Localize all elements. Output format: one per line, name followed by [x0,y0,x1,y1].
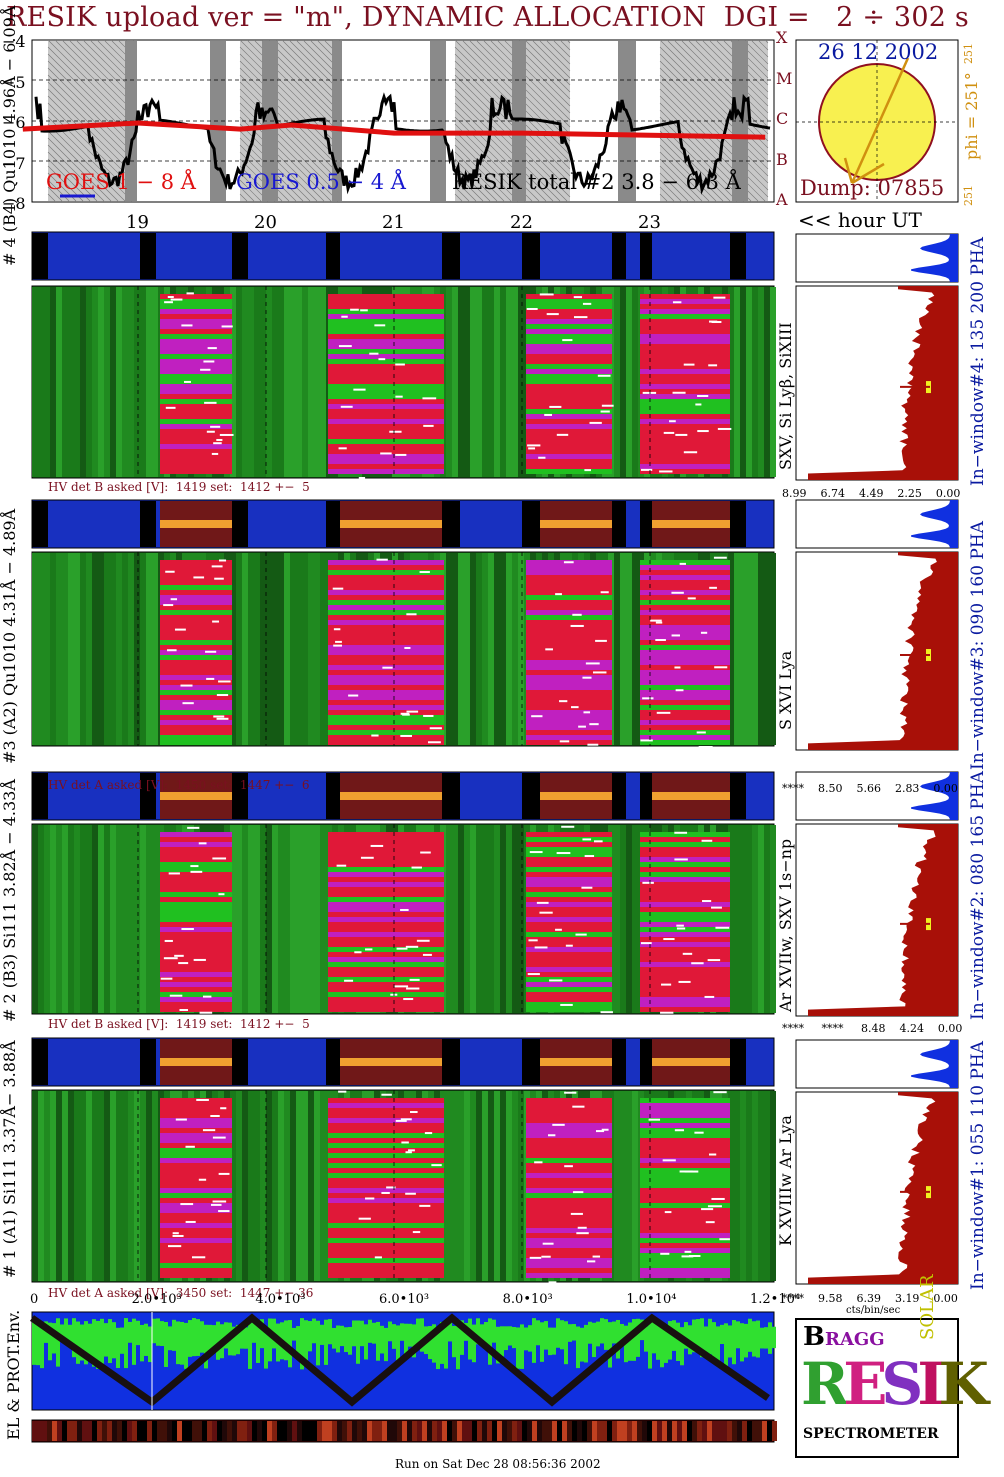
panel2-hist-ticks: **** **** 8.48 4.24 0.00 [782,1022,963,1035]
panel4-hist-ticks: 8.99 6.74 4.49 2.25 0.00 [782,487,961,500]
lightcurve-plot [22,39,775,203]
x-tick: 2.0•10³ [131,1292,182,1307]
logo-solar: SOLAR [917,1274,938,1340]
x-tick: 4.0•10³ [255,1292,306,1307]
environment-panel [29,1311,777,1443]
observation-date: 26 12 2002 [818,40,939,64]
x-tick: 6.0•10³ [379,1292,430,1307]
phi-label: phi = 251° [962,72,981,160]
panel1-window: In−window#1: 055 110 PHA [968,1041,988,1290]
run-timestamp: Run on Sat Dec 28 08:56:36 2002 [395,1457,601,1471]
panel3-hist-ticks: **** 8.50 5.66 2.83 0.00 [782,782,958,795]
pha-histogram-4 [795,233,959,481]
pha-histogram-3 [795,499,959,751]
spectrum-panel-4 [31,231,776,480]
goes-long-line [22,120,766,140]
legend-resik-total: RESIK total #2 3.8 − 6.3 Å [452,170,741,194]
lightcurve-ytick: −8 [2,194,26,213]
sun-disk-panel [795,39,959,203]
legend-goes-long: GOES 1 − 8 Å [46,170,196,194]
phi-small-top: 251 [962,43,975,64]
legend-goes-short: GOES 0.5 − 4 Å [236,170,406,194]
hour-tick: 20 [254,212,277,233]
hour-tick: 23 [638,212,661,233]
panel1-hv: HV det A asked [V]: 3450 set: 1447 +− 36 [48,1286,314,1300]
panel3-lines: S XVI Lya [776,650,795,730]
lightcurve-ytick: −7 [2,153,26,173]
lightcurve-ytick: −4 [2,32,26,51]
x-tick: 0 [30,1292,39,1307]
logo-spectrometer: SPECTROMETER [803,1426,939,1442]
panel4-ylabel: # 4 (B4) Qu1010 4.96Å − 6.09Å [0,5,19,266]
panel2-window: In−window#2: 080 165 PHA [968,771,988,1020]
panel2-hv: HV det B asked [V]: 1419 set: 1412 +− 5 [48,1017,310,1031]
pha-histogram-2 [795,771,959,1017]
x-tick: 1.2•10⁴ [750,1292,801,1307]
panel4-window: In−window#4: 135 200 PHA [968,237,988,486]
x-tick: 8.0•10³ [502,1292,553,1307]
hour-tick: 22 [510,212,533,233]
hour-tick: 21 [382,212,405,233]
goes-class-label: C [776,109,789,128]
resik-total-line [34,92,771,195]
dump-number: Dump: 07855 [800,176,945,200]
panel1-ylabel: # 1 (A1) Si111 3.37Å− 3.88Å [0,1040,19,1278]
x-tick: 1.0•10⁴ [626,1292,677,1307]
goes-class-label: A [776,190,788,209]
hour-tick: 19 [126,212,149,233]
hist-unit: cts/bin/sec [846,1305,901,1316]
panel3-ylabel: #3 (A2) Qu1010 4.31Å − 4.89Å [0,508,19,764]
panel4-hv: HV det B asked [V]: 1419 set: 1412 +− 5 [48,480,310,494]
goes-class-label: B [776,149,788,169]
phi-arrow [850,57,910,184]
panel2-ylabel: # 2 (B3) Si111 3.82Å − 4.33Å [0,779,19,1022]
logo-resik-mark: RESIK [801,1350,989,1418]
phi-small-bottom: 251 [962,185,975,206]
panel3-hv: HV det A asked [V]: 1450 set: 1447 +− 6 [48,778,310,792]
logo-bragg: BRAGG [803,1322,885,1352]
env-ylabel: EL & PROT.Env. [4,1309,23,1440]
spectrum-panel-3 [31,499,776,748]
lightcurve-ytick: −6 [2,113,26,132]
pha-histogram-1 [795,1039,959,1285]
panel4-lines: SXV, Si Lyβ, SiXIII [776,322,795,470]
spectrum-panel-1 [31,1037,776,1284]
goes-class-label: M [776,68,793,88]
page-title: RESIK upload ver = "m", DYNAMIC ALLOCATI… [6,2,969,33]
panel1-lines: K XVIIIw Ar Lya [776,1115,795,1246]
spectrum-panel-2 [31,771,776,1015]
panel1-hist-ticks: **** 9.58 6.39 3.19 0.00 [782,1292,958,1305]
goes-class-label: X [776,28,788,47]
hour-axis-label: << hour UT [798,208,922,232]
panel2-lines: Ar XVIIw, SXV 1s−np [776,838,795,1012]
lightcurve-ytick: −5 [2,72,26,92]
resik-logo: BRAGG RESIK SOLAR SPECTROMETER [795,1274,989,1458]
panel3-window: In−window#3: 090 160 PHA [968,521,988,770]
